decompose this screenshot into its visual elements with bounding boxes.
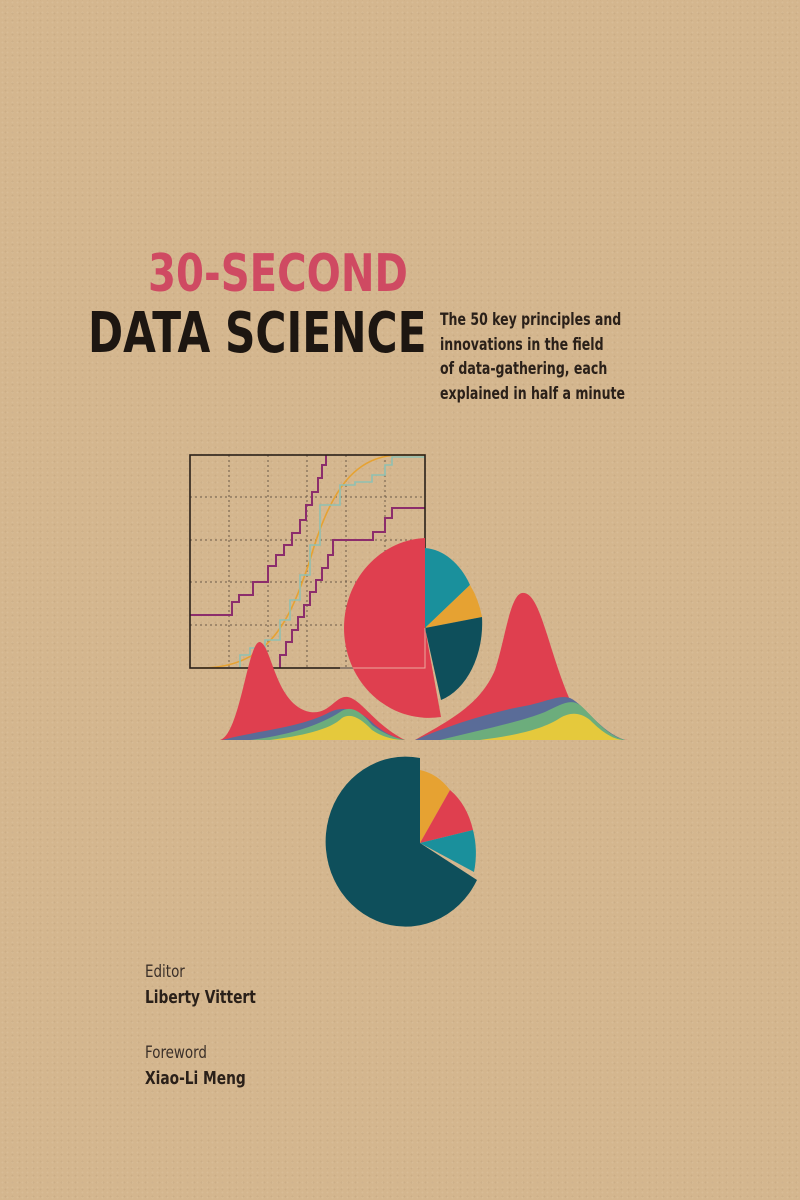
pie-slice-teal (425, 548, 470, 628)
pie-slice-red (420, 790, 473, 843)
density-curves-right (415, 592, 630, 740)
pie-slice-teal (420, 830, 476, 872)
subtitle: The 50 key principles and innovations in… (440, 308, 625, 406)
subtitle-line: The 50 key principles and (440, 310, 622, 330)
density-red (415, 592, 630, 740)
pie-chart-bottom (325, 756, 477, 927)
editor-label: Editor (145, 962, 185, 982)
pie-slice-dark-teal (325, 756, 477, 927)
density-yellow (270, 715, 405, 740)
pie-chart-top (340, 538, 483, 718)
pie-slice-dark-teal (425, 617, 483, 700)
teal-step-line (239, 456, 425, 668)
subtitle-line: explained in half a minute (440, 383, 626, 404)
subtitle-line: innovations in the field (440, 334, 604, 355)
title-line-2: DATA SCIENCE (88, 301, 427, 366)
pie-slice-red (344, 538, 441, 718)
subtitle-line: of data-gathering, each (440, 359, 608, 379)
foreword-name: Xiao-Li Meng (145, 1068, 246, 1089)
pie-slice-orange (425, 585, 482, 628)
purple-step-line-right (279, 507, 425, 668)
foreword-label: Foreword (145, 1043, 207, 1063)
editor-name: Liberty Vittert (145, 987, 256, 1008)
pie-slice-orange (420, 770, 450, 843)
title-line-1: 30-SECOND (148, 244, 408, 304)
density-yellow (480, 713, 622, 740)
density-curves-left (220, 641, 405, 740)
purple-step-line-left (190, 455, 327, 616)
